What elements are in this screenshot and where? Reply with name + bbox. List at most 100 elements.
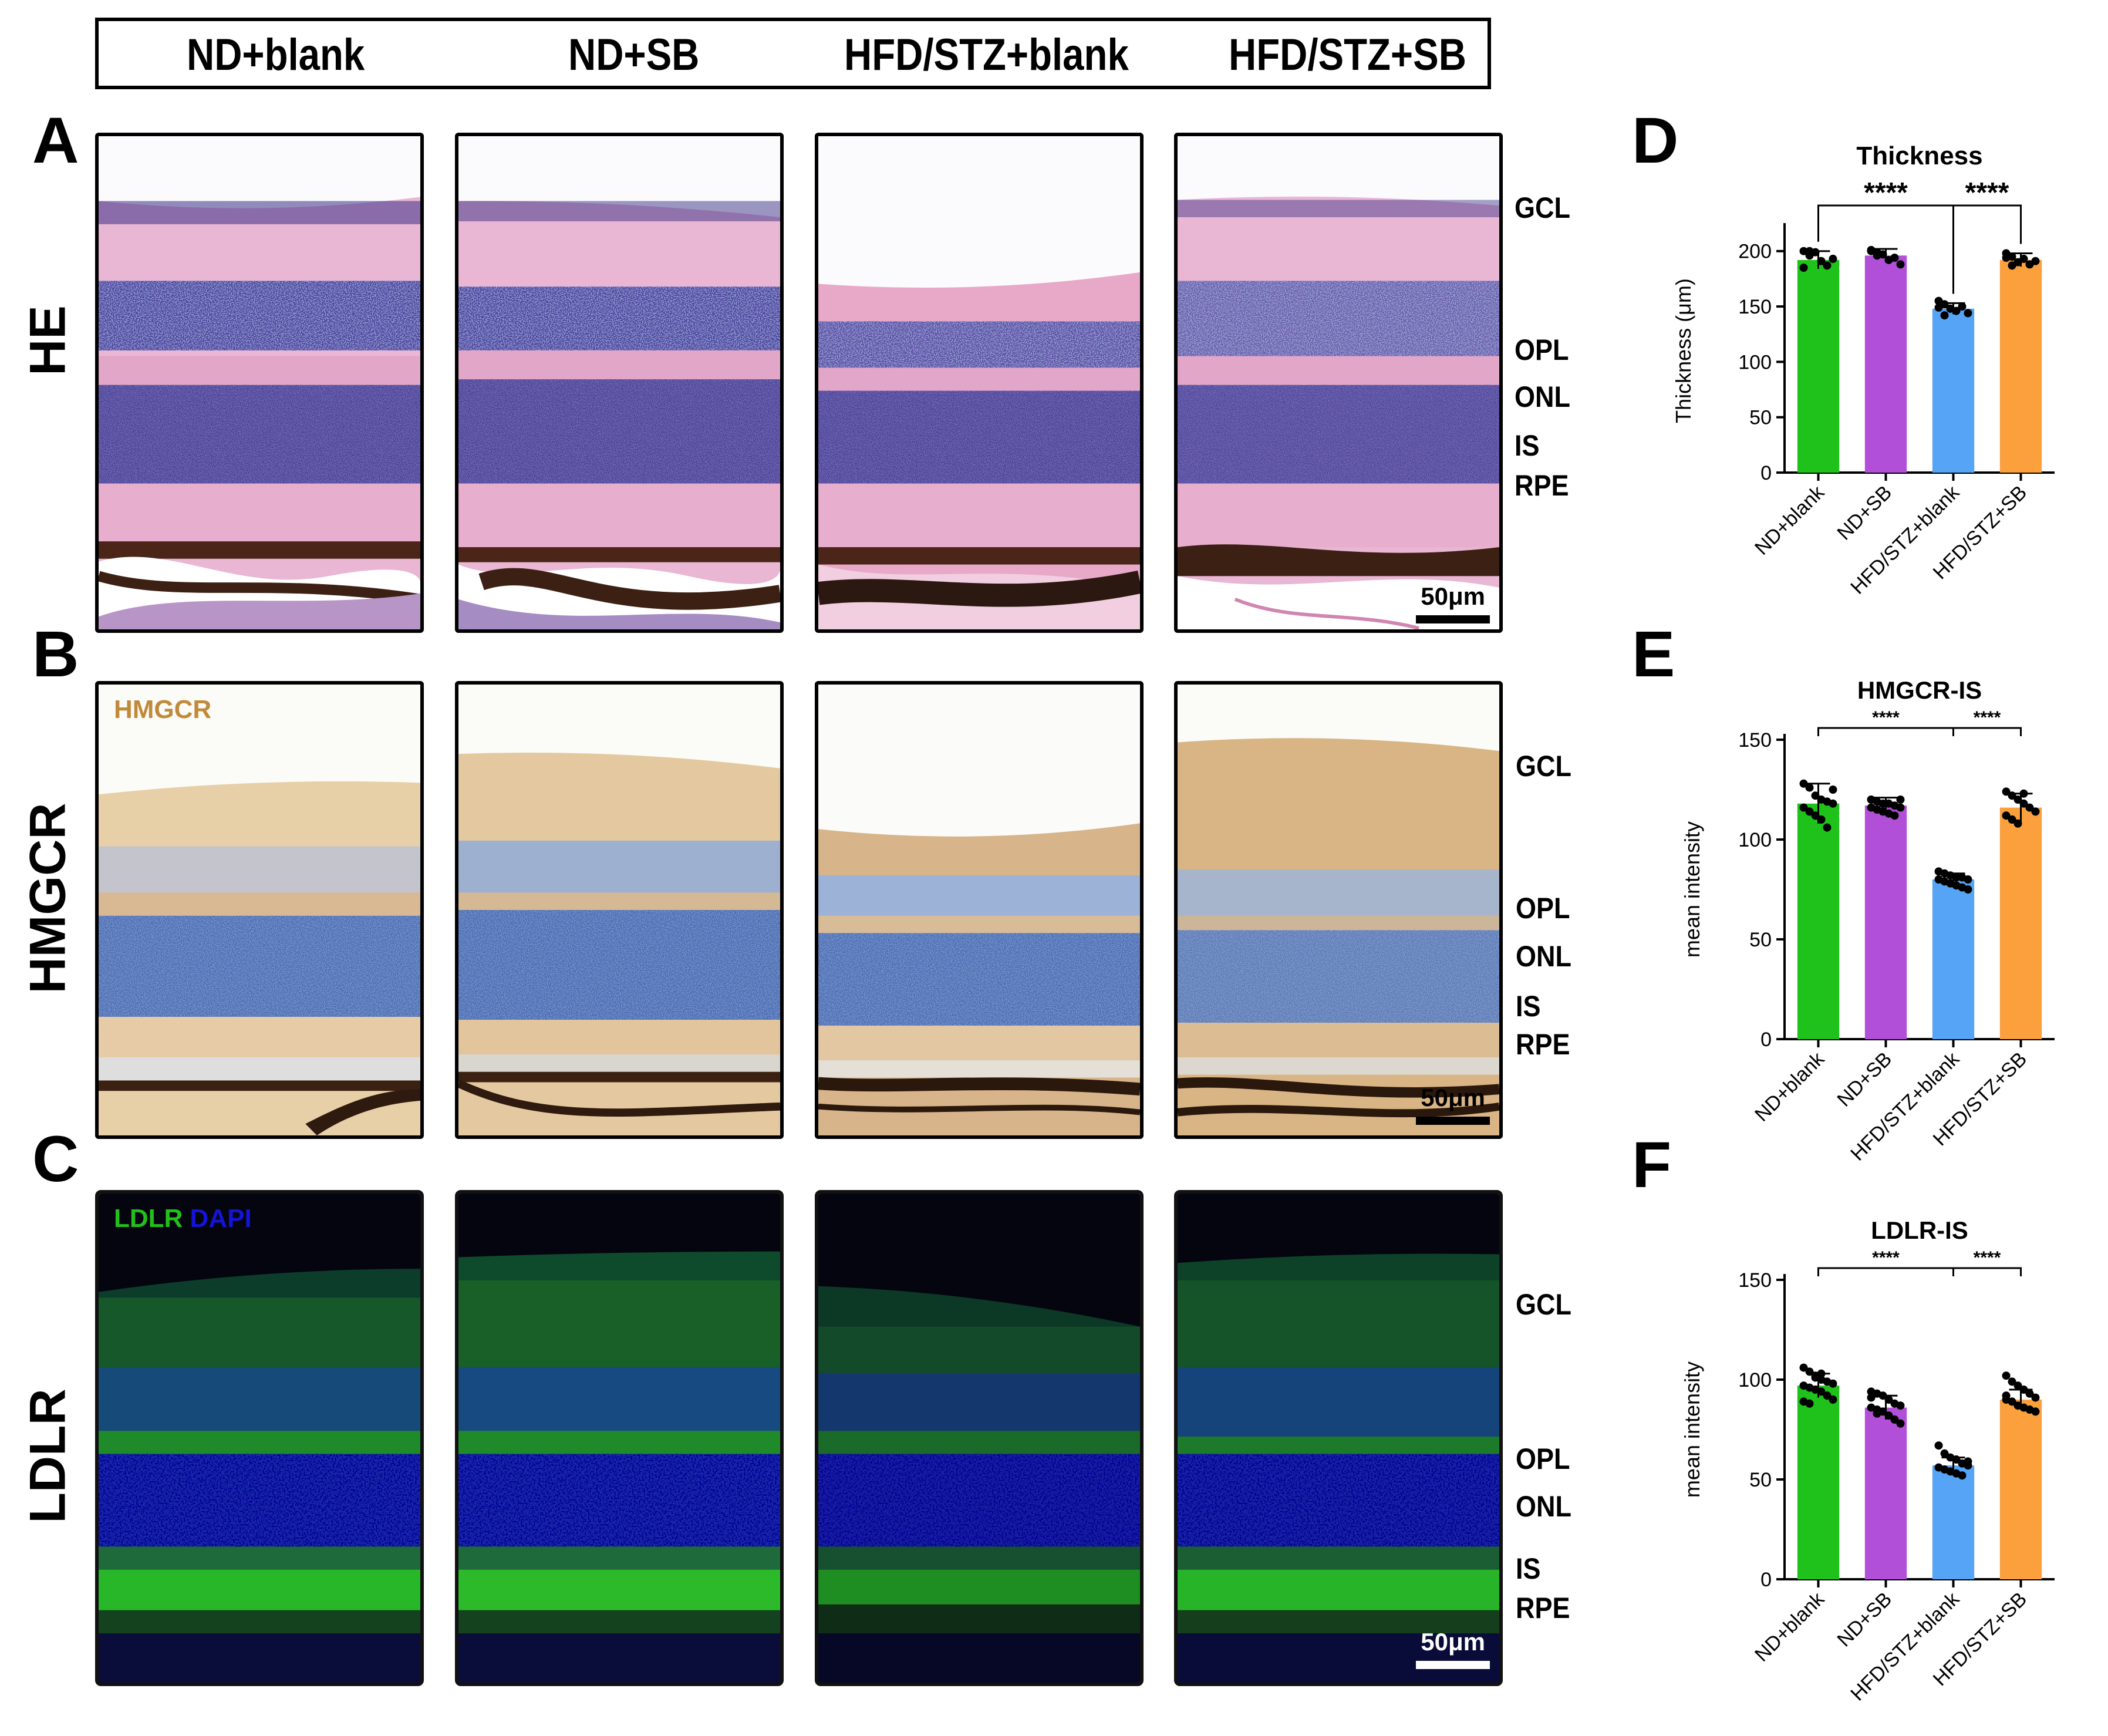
data-point: [1873, 1409, 1881, 1418]
data-point: [1805, 247, 1814, 255]
y-axis-label: mean intensity: [1680, 821, 1704, 958]
data-point: [1805, 1367, 1814, 1376]
group-label: HFD/STZ+blank: [844, 30, 1129, 80]
data-point: [1823, 1391, 1832, 1400]
panel-letter-c: C: [32, 1123, 79, 1195]
data-point: [1896, 803, 1905, 812]
data-point: [1964, 309, 1972, 318]
bar: [1932, 1465, 1975, 1579]
layer-label-onl: ONL: [1516, 1490, 1571, 1523]
data-point: [1896, 1401, 1905, 1410]
data-point: [1817, 815, 1826, 824]
x-tick-label: ND+blank: [1751, 481, 1829, 559]
y-tick-label: 50: [1749, 1469, 1772, 1491]
data-point: [1952, 873, 1961, 882]
chart-title: LDLR-IS: [1871, 1216, 1968, 1244]
ldlr-micrograph-nd-blank: LDLR DAPI: [95, 1190, 424, 1686]
data-point: [1964, 885, 1972, 894]
scale-bar-label: 50μm: [1421, 582, 1485, 610]
data-point: [1890, 811, 1899, 820]
data-point: [2013, 795, 2022, 804]
significance-label: ****: [1974, 1248, 2001, 1268]
y-tick-label: 150: [1738, 296, 1772, 318]
data-point: [2002, 254, 2011, 262]
he-micrograph-hfd-blank: [815, 133, 1144, 633]
row-label-hmgcr: HMGCR: [19, 803, 76, 994]
layer-label-is: IS: [1516, 1552, 1541, 1585]
data-point: [1896, 260, 1905, 269]
y-tick-label: 0: [1760, 462, 1772, 484]
hmgcr-micrograph-hfd-blank: [815, 681, 1144, 1139]
significance-label: ****: [1974, 708, 2001, 727]
significance-bracket: [1952, 727, 2022, 736]
data-point: [1890, 254, 1899, 262]
ldlr-micrograph-hfd-blank: [815, 1190, 1144, 1686]
bar: [1932, 308, 1975, 473]
panel-letter-d: D: [1632, 105, 1679, 177]
y-axis-label: mean intensity: [1680, 1361, 1704, 1498]
data-point: [2013, 1381, 2022, 1390]
data-point: [1829, 786, 1837, 794]
significance-bracket: [1952, 204, 2022, 294]
stain-label-hmgcr: HMGCR: [114, 695, 212, 724]
data-point: [1952, 1455, 1961, 1464]
data-point: [2019, 1386, 2028, 1394]
bar: [1864, 255, 1907, 473]
data-point: [1867, 1393, 1876, 1402]
bar: [1999, 259, 2042, 473]
data-point: [1817, 257, 1826, 265]
group-label: ND+SB: [568, 30, 700, 80]
layer-label-onl: ONL: [1516, 940, 1571, 973]
layer-label-gcl: GCL: [1516, 1288, 1571, 1321]
bar: [1932, 879, 1975, 1039]
data-point: [2013, 819, 2022, 828]
data-point: [1799, 1363, 1808, 1372]
hmgcr-micrograph-hfd-sb: 50μm: [1174, 681, 1503, 1139]
data-point: [1964, 1457, 1972, 1466]
data-point: [2008, 815, 2016, 824]
he-micrograph-nd-blank: [95, 133, 424, 633]
data-point: [1940, 311, 1949, 320]
data-point: [1940, 1449, 1949, 1458]
x-tick-label: ND+SB: [1833, 1588, 1896, 1651]
data-point: [2008, 1397, 2016, 1406]
chart-title: Thickness: [1856, 141, 1982, 170]
data-point: [1811, 811, 1820, 820]
data-point: [1934, 303, 1943, 312]
data-point: [2008, 261, 2016, 270]
data-point: [1934, 1441, 1943, 1450]
bar: [1864, 805, 1907, 1039]
panel-letter-e: E: [1632, 618, 1675, 690]
data-point: [1829, 254, 1837, 263]
data-point: [1817, 1387, 1826, 1396]
layer-label-onl: ONL: [1515, 380, 1570, 413]
significance-bracket: [1817, 727, 1954, 736]
data-point: [1805, 783, 1814, 792]
panel-letter-b: B: [32, 618, 79, 690]
scale-bar: [1416, 1661, 1490, 1669]
chart-title: HMGCR-IS: [1857, 676, 1982, 704]
significance-label: ****: [1872, 1248, 1900, 1268]
data-point: [1952, 306, 1961, 315]
data-point: [2031, 1393, 2040, 1402]
he-micrograph-hfd-sb: 50μm: [1174, 133, 1503, 633]
layer-label-rpe: RPE: [1516, 1028, 1570, 1061]
data-point: [2002, 787, 2011, 796]
layer-label-is: IS: [1516, 990, 1541, 1023]
data-point: [1799, 264, 1808, 272]
group-label: HFD/STZ+SB: [1229, 30, 1466, 80]
hmgcr-micrograph-nd-blank: HMGCR: [95, 681, 424, 1139]
he-micrograph-nd-sb: [455, 133, 784, 633]
significance-label: ****: [1965, 177, 2009, 208]
data-point: [2025, 1389, 2034, 1398]
data-point: [1829, 799, 1837, 808]
data-point: [1896, 1419, 1905, 1428]
y-tick-label: 100: [1738, 351, 1772, 373]
data-point: [1799, 779, 1808, 788]
data-point: [1805, 807, 1814, 816]
data-point: [1884, 1411, 1893, 1420]
hmgcr-micrograph-nd-sb: [455, 681, 784, 1139]
data-point: [2002, 1371, 2011, 1380]
chart-thickness-svg: Thickness Thickness (μm) 0 50 100 150 200 ND+bl…: [1671, 141, 2055, 599]
data-point: [1878, 799, 1887, 808]
